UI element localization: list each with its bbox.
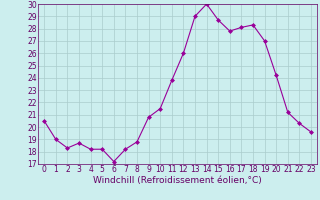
X-axis label: Windchill (Refroidissement éolien,°C): Windchill (Refroidissement éolien,°C)	[93, 176, 262, 185]
